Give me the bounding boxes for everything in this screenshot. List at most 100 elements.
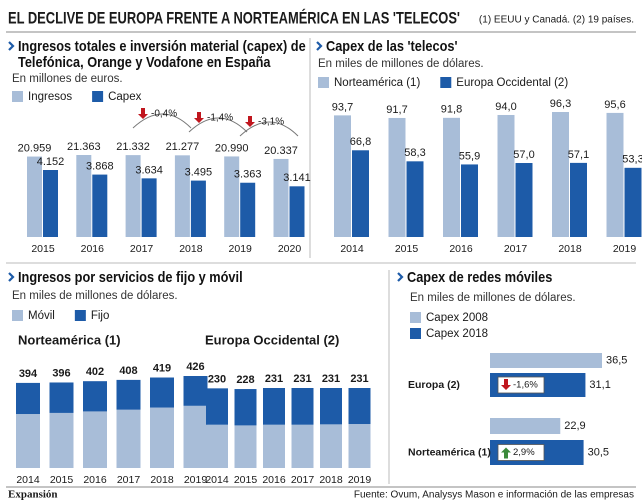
bar-segment	[116, 409, 141, 468]
total-label: 231	[293, 373, 311, 385]
annotation: -0,4%	[151, 109, 177, 120]
bar-segment	[206, 388, 228, 425]
bar-segment	[83, 411, 107, 468]
legend-label: Ingresos	[28, 91, 72, 103]
chart-title: Ingresos por servicios de fijo y móvil	[18, 269, 243, 286]
value-label: 20.959	[18, 142, 52, 154]
total-label: 402	[86, 366, 104, 378]
bar	[606, 112, 624, 237]
total-label: 231	[322, 373, 340, 385]
legend-swatch	[12, 310, 23, 321]
legend-label: Capex 2018	[426, 328, 488, 340]
total-label: 396	[52, 367, 70, 379]
value-label: 55,9	[459, 150, 480, 162]
bar	[497, 114, 515, 237]
value-label: 96,3	[550, 98, 571, 110]
value-label: 53,3	[622, 154, 642, 166]
value-label: 3.141	[283, 172, 311, 184]
annotation-arrow	[501, 379, 511, 390]
subtitle: En miles de millones de dólares.	[12, 290, 178, 302]
bar-segment	[83, 381, 107, 412]
bar-segment	[150, 377, 174, 408]
x-tick-label: 2015	[50, 474, 74, 486]
value-label: 21.277	[166, 141, 200, 153]
bar	[273, 158, 289, 237]
value-label: 94,0	[495, 101, 516, 113]
bar	[552, 112, 569, 237]
x-tick-label: 2015	[395, 243, 419, 255]
annotation: -3,1%	[258, 117, 284, 128]
bar-segment	[291, 388, 314, 425]
bar-segment	[234, 425, 257, 468]
bar-segment	[348, 388, 371, 425]
bar-segment	[183, 405, 208, 468]
x-tick-label: 2018	[150, 474, 174, 486]
bar	[490, 418, 561, 434]
legend-label: Norteamérica (1)	[334, 77, 420, 89]
value-label: 20.990	[215, 142, 249, 154]
panel-title: Europa Occidental (2)	[205, 332, 339, 347]
annotation-curve	[132, 113, 192, 129]
value-label: 30,5	[588, 446, 609, 458]
bar-segment	[320, 424, 342, 468]
bar-segment	[206, 424, 228, 468]
x-tick-label: 2019	[613, 243, 637, 255]
bar-segment	[263, 388, 285, 425]
bar	[43, 170, 58, 237]
chevron	[8, 272, 15, 282]
x-tick-label: 2017	[291, 474, 315, 486]
subtitle: En miles de millones de dólares.	[318, 58, 484, 70]
annotation-curve	[188, 117, 248, 133]
x-tick-label: 2016	[81, 243, 105, 255]
bar-segment	[348, 424, 371, 468]
annotation: -1,4%	[207, 113, 233, 124]
legend-label: Fijo	[91, 310, 110, 322]
bar	[515, 163, 533, 237]
chevron	[397, 272, 404, 282]
x-tick-label: 2019	[184, 474, 208, 486]
value-label: 21.332	[116, 141, 150, 153]
bar	[289, 186, 305, 237]
subtitle: En miles de millones de dólares.	[410, 292, 576, 304]
total-label: 408	[119, 365, 137, 377]
value-label: 3.634	[135, 164, 163, 176]
x-tick-label: 2015	[234, 474, 258, 486]
bar	[125, 155, 141, 237]
bar	[490, 353, 602, 368]
bar-segment	[291, 424, 314, 468]
annotation-arrow	[245, 116, 255, 127]
bar-segment	[116, 379, 141, 410]
chevron	[316, 41, 323, 51]
chart-title: Ingresos totales e inversión material (c…	[18, 38, 306, 71]
x-tick-label: 2014	[205, 474, 229, 486]
x-tick-label: 2016	[83, 474, 107, 486]
x-tick-label: 2019	[348, 474, 372, 486]
value-label: 57,1	[568, 149, 589, 161]
bar	[240, 182, 256, 237]
x-tick-label: 2017	[117, 474, 141, 486]
annotation-curve	[239, 121, 299, 137]
legend-swatch	[440, 77, 452, 88]
bar	[443, 117, 460, 237]
bar	[27, 156, 42, 237]
x-tick-label: 2018	[179, 243, 203, 255]
value-label: 58,3	[404, 147, 425, 159]
source: Fuente: Ovum, Analysys Mason e informaci…	[354, 490, 634, 501]
bar	[174, 155, 190, 237]
value-label: 3.868	[86, 160, 114, 172]
bar-segment	[16, 382, 40, 415]
legend-swatch	[92, 91, 104, 102]
annotation-arrow	[501, 447, 511, 459]
x-tick-label: 2017	[504, 243, 528, 255]
chevron	[8, 41, 15, 51]
legend-label: Móvil	[28, 310, 55, 322]
legend-swatch	[410, 312, 421, 323]
category-label: Norteamérica (1)	[408, 446, 491, 458]
page-title: EL DECLIVE DE EUROPA FRENTE A NORTEAMÉRI…	[8, 8, 460, 27]
value-label: 4.152	[37, 156, 65, 168]
bar	[334, 115, 351, 237]
bar	[141, 178, 157, 237]
bar	[190, 180, 206, 237]
value-label: 36,5	[606, 354, 627, 366]
